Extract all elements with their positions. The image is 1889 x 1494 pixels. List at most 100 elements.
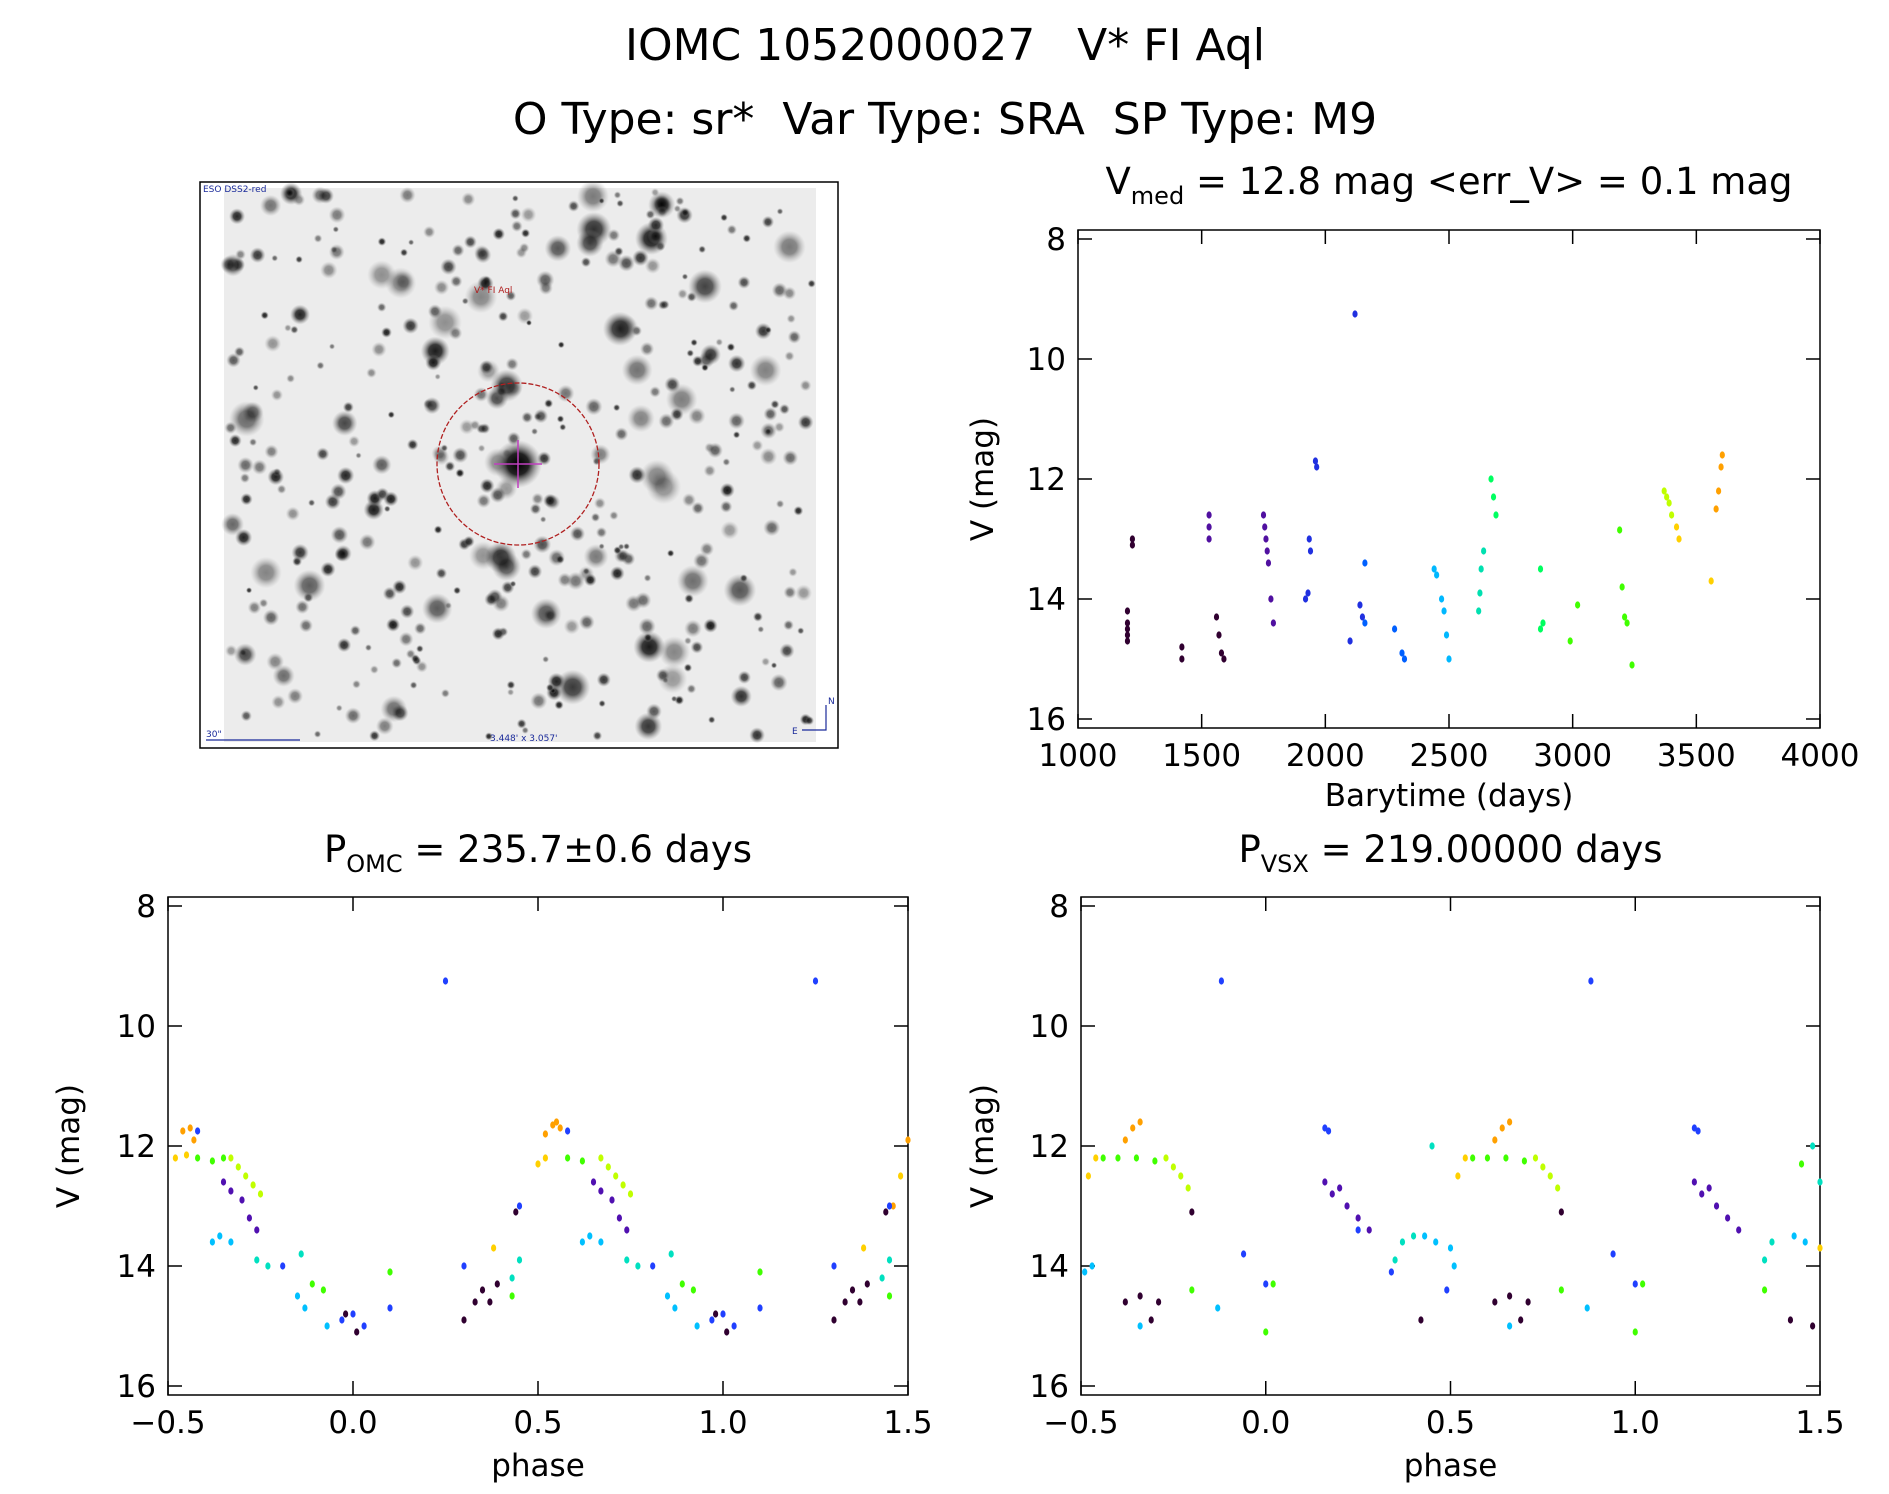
- data-point: [250, 1181, 256, 1189]
- star: [657, 300, 668, 310]
- star: [726, 224, 738, 235]
- star: [719, 500, 733, 513]
- star: [335, 704, 343, 712]
- star: [656, 205, 668, 218]
- data-point: [1347, 637, 1353, 645]
- star: [686, 349, 695, 357]
- data-point: [1422, 1232, 1428, 1240]
- star: [284, 324, 292, 332]
- star: [548, 549, 566, 567]
- star: [616, 199, 624, 208]
- data-point: [1676, 535, 1682, 543]
- star: [520, 548, 533, 561]
- star: [556, 384, 575, 403]
- data-point: [257, 1190, 264, 1198]
- data-point: [1443, 631, 1450, 639]
- data-point: [757, 1268, 763, 1276]
- data-point: [1124, 619, 1131, 627]
- x-tick-label: 1.5: [883, 1405, 932, 1441]
- star: [331, 410, 358, 436]
- star: [556, 415, 565, 423]
- data-point: [1089, 1262, 1095, 1270]
- data-point: [1391, 625, 1398, 633]
- star: [409, 681, 418, 690]
- data-point: [183, 1151, 190, 1159]
- star: [688, 407, 706, 425]
- star: [719, 482, 735, 498]
- star: [262, 609, 280, 626]
- x-axis-label: phase: [491, 1448, 585, 1484]
- data-point: [857, 1298, 863, 1306]
- data-point: [1629, 661, 1635, 669]
- star: [646, 469, 682, 505]
- compass: [802, 705, 827, 731]
- data-point: [1357, 601, 1363, 609]
- star: [760, 422, 777, 440]
- data-point: [1264, 547, 1270, 555]
- data-point: [1484, 1154, 1491, 1162]
- data-point: [1082, 1268, 1088, 1276]
- data-point: [1314, 463, 1320, 471]
- y-tick-label: 16: [1030, 1369, 1069, 1405]
- star: [295, 599, 310, 615]
- x-axis-label: phase: [1404, 1448, 1498, 1484]
- star: [598, 197, 605, 204]
- data-point: [720, 1310, 726, 1318]
- data-point: [1622, 613, 1628, 621]
- star: [521, 411, 533, 424]
- star: [505, 290, 517, 302]
- star: [490, 369, 524, 402]
- data-point: [1100, 1154, 1106, 1162]
- data-point: [1492, 1298, 1498, 1306]
- star: [779, 403, 790, 415]
- data-point: [587, 1232, 593, 1240]
- data-point: [1817, 1178, 1823, 1186]
- data-point: [1624, 619, 1630, 627]
- data-point: [1518, 1316, 1524, 1324]
- y-tick-label: 10: [1030, 1009, 1069, 1045]
- star: [307, 499, 316, 507]
- star: [463, 535, 475, 548]
- star: [728, 300, 739, 312]
- data-point: [265, 1262, 271, 1270]
- star: [787, 330, 802, 344]
- star: [290, 325, 299, 334]
- star: [284, 187, 295, 198]
- data-point: [1708, 577, 1714, 585]
- data-point: [1137, 1322, 1143, 1330]
- data-point: [905, 1136, 911, 1144]
- data-point: [180, 1127, 186, 1135]
- star: [391, 657, 403, 669]
- data-point: [1262, 523, 1268, 531]
- star: [559, 423, 567, 431]
- star: [567, 200, 580, 212]
- star: [455, 468, 465, 478]
- data-point: [387, 1268, 393, 1276]
- star: [612, 403, 621, 412]
- data-point: [1263, 535, 1269, 543]
- survey-label: ESO DSS2-red: [203, 185, 266, 195]
- star: [453, 586, 462, 595]
- data-point: [1691, 1178, 1697, 1186]
- star: [266, 652, 285, 671]
- chart: POMC = 235.7±0.6 days phase V (mag) −0.5 0.0…: [51, 828, 933, 1484]
- data-point: [220, 1154, 227, 1162]
- data-point: [1179, 655, 1185, 663]
- data-point: [1567, 637, 1573, 645]
- data-point: [239, 1196, 245, 1204]
- data-point: [1240, 1250, 1247, 1258]
- data-point: [1632, 1328, 1638, 1336]
- star: [675, 196, 685, 206]
- star: [596, 672, 611, 687]
- data-point: [842, 1298, 848, 1306]
- target-circle: [436, 382, 600, 546]
- data-point: [1322, 1178, 1328, 1186]
- star: [582, 567, 590, 575]
- star: [497, 311, 509, 322]
- data-point: [1540, 619, 1546, 627]
- star: [520, 206, 537, 223]
- star: [316, 447, 330, 461]
- star: [440, 258, 457, 276]
- data-point: [1588, 977, 1594, 985]
